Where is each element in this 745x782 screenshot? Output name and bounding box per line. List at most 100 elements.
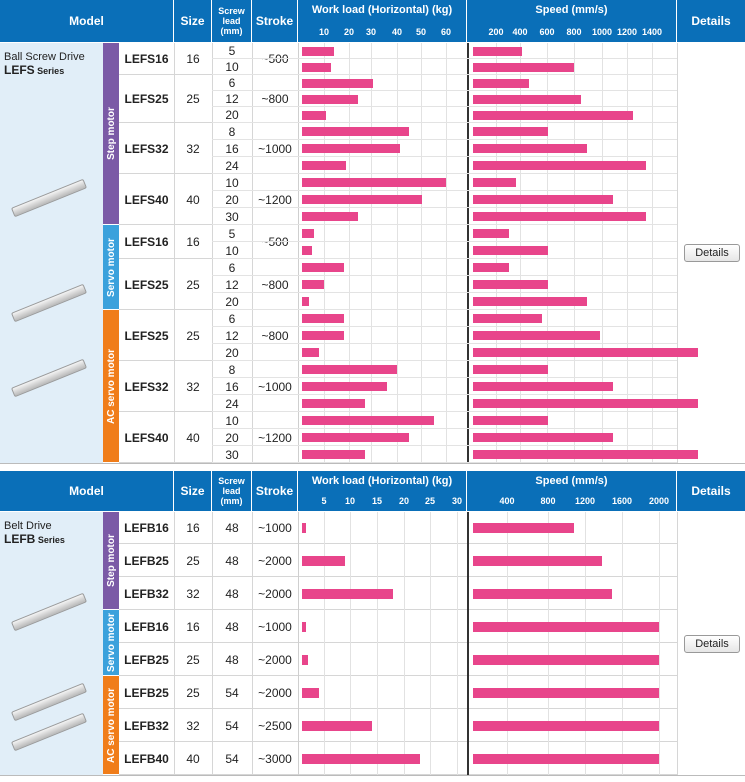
details-button[interactable]: Details [684, 635, 740, 653]
motor-type-label: Step motor [105, 534, 117, 587]
model-divider [119, 642, 677, 643]
speed-bar [473, 721, 659, 731]
screw-lead-value: 48 [225, 652, 239, 667]
row-divider [212, 139, 677, 140]
screw-lead-value: 24 [225, 396, 239, 411]
stroke-value: ~1000 [258, 379, 292, 394]
workload-bar [302, 556, 345, 566]
stroke-value: ~500 [261, 235, 289, 249]
workload-gridline [324, 43, 325, 463]
speed-tick: 400 [512, 27, 528, 37]
speed-gridline [659, 512, 660, 775]
workload-header-title: Work load (Horizontal) (kg) [311, 4, 453, 16]
screw-lead-value: 12 [225, 328, 239, 343]
row-divider [212, 190, 677, 191]
workload-tick: 15 [371, 496, 383, 506]
stroke-value: ~800 [261, 328, 289, 343]
screw-lead-value: 20 [225, 345, 239, 360]
screw-lead-value: 6 [228, 260, 236, 275]
workload-gridline [430, 512, 431, 775]
speed-tick: 200 [488, 27, 504, 37]
speed-header-title: Speed (mm/s) [535, 4, 608, 16]
motor-type-band: AC servo motor [103, 676, 119, 774]
speed-tick: 800 [540, 496, 556, 506]
row-divider [212, 241, 677, 242]
stroke-header: Stroke [252, 0, 297, 42]
actuator-image [10, 358, 88, 398]
row-divider [212, 224, 677, 225]
row-divider [212, 106, 677, 107]
size-value: 25 [186, 328, 200, 343]
screw-lead-header: Screw lead (mm) [212, 471, 251, 511]
screw-lead-value: 20 [225, 430, 239, 445]
row-divider [212, 156, 677, 157]
workload-bar [302, 365, 397, 374]
workload-gridline [349, 43, 350, 463]
workload-bar [302, 450, 365, 459]
workload-bar [302, 144, 400, 153]
model-name: LEFS40 [124, 192, 169, 207]
speed-bar [473, 556, 602, 566]
column-divider [252, 43, 253, 463]
motor-type-label: AC servo motor [105, 348, 117, 424]
workload-bar [302, 721, 372, 731]
stroke-header: Stroke [252, 471, 297, 511]
speed-tick: 1600 [611, 496, 633, 506]
size-value: 16 [186, 619, 200, 634]
series-code: LEFB [4, 532, 36, 546]
workload-tick: 50 [415, 27, 427, 37]
speed-gridline [652, 43, 653, 463]
speed-header-title: Speed (mm/s) [535, 475, 608, 487]
series-word: Series [34, 66, 65, 76]
model-divider [119, 774, 677, 775]
details-button[interactable]: Details [684, 244, 740, 262]
screw-lead-value: 48 [225, 553, 239, 568]
workload-bar [302, 655, 308, 665]
series-word: Series [35, 535, 65, 545]
stroke-value: ~1200 [258, 430, 292, 445]
model-divider [119, 708, 677, 709]
row-divider [212, 258, 677, 259]
stroke-value: ~800 [261, 92, 289, 106]
speed-bar [473, 523, 574, 533]
series-side-panel: Ball Screw Drive LEFS Series [0, 43, 103, 463]
workload-gridline [421, 43, 422, 463]
speed-gridline [548, 512, 549, 775]
row-divider [212, 326, 677, 327]
size-value: 40 [186, 192, 200, 207]
row-divider [212, 411, 677, 412]
series-code-line: LEFB Series [4, 533, 65, 547]
workload-bar [302, 178, 446, 187]
screw-lead-value: 54 [225, 685, 239, 700]
workload-gridline [446, 43, 447, 463]
stroke-value: ~1200 [258, 192, 292, 207]
table-bottom-border [0, 775, 745, 776]
model-header: Model [0, 0, 173, 42]
workload-bar [302, 297, 309, 306]
screw-lead-value: 10 [225, 243, 239, 258]
workload-bar [302, 212, 358, 221]
speed-bar [473, 365, 548, 374]
column-divider [212, 43, 213, 463]
model-divider [119, 675, 677, 676]
speed-bar [473, 195, 613, 204]
stroke-value: ~1000 [258, 619, 292, 634]
model-name: LEFB25 [124, 685, 169, 700]
motor-type-band: AC servo motor [103, 310, 119, 462]
model-name: LEFB25 [124, 652, 169, 667]
column-divider [174, 512, 175, 775]
speed-bar [473, 280, 548, 289]
workload-bar [302, 399, 365, 408]
screw-lead-value: 6 [228, 311, 236, 326]
workload-bar [302, 314, 344, 323]
series-code: LEFS [4, 63, 35, 77]
series-name: Ball Screw Drive [4, 51, 85, 63]
workload-bar [302, 754, 420, 764]
motor-type-band: Servo motor [103, 610, 119, 675]
model-name: LEFS16 [124, 235, 169, 249]
speed-gridline [602, 43, 603, 463]
model-name: LEFS32 [124, 141, 169, 156]
speed-tick: 600 [539, 27, 555, 37]
model-divider [119, 543, 677, 544]
